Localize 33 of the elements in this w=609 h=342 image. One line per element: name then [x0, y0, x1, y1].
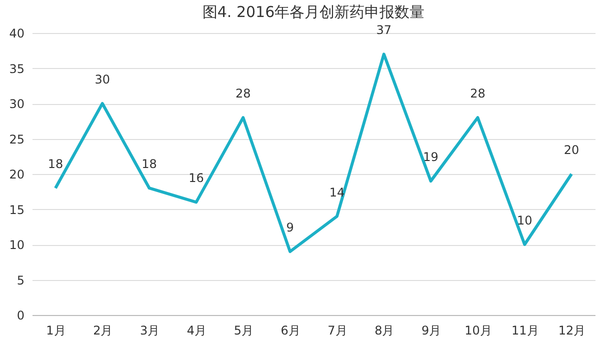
x-tick-label: 3月 — [140, 324, 160, 338]
data-label: 19 — [423, 150, 438, 164]
x-tick-label: 1月 — [46, 324, 66, 338]
x-tick-label: 4月 — [186, 324, 207, 338]
x-tick-label: 12月 — [558, 324, 586, 338]
data-label: 37 — [376, 23, 392, 38]
y-tick-label: 30 — [9, 97, 24, 111]
y-tick-label: 20 — [9, 168, 24, 182]
data-label: 16 — [188, 171, 204, 186]
data-label: 28 — [470, 86, 486, 101]
y-tick-label: 35 — [9, 62, 24, 76]
x-tick-label: 8月 — [374, 324, 394, 338]
data-label: 30 — [94, 72, 110, 86]
y-tick-label: 5 — [16, 273, 24, 288]
y-tick-label: 10 — [9, 238, 24, 252]
y-tick-label: 0 — [16, 308, 24, 322]
data-label: 10 — [516, 214, 532, 228]
x-tick-label: 5月 — [234, 324, 254, 338]
x-tick-label: 10月 — [464, 324, 492, 338]
chart-title: 图4. 2016年各月创新药申报数量 — [202, 3, 425, 22]
data-label: 18 — [48, 157, 64, 172]
data-label: 18 — [142, 157, 157, 172]
y-tick-label: 40 — [9, 26, 24, 40]
x-tick-label: 2月 — [93, 324, 113, 338]
data-label: 28 — [235, 86, 251, 101]
x-tick-label: 7月 — [328, 324, 348, 338]
y-tick-label: 25 — [9, 132, 24, 146]
data-label: 20 — [564, 143, 580, 157]
y-tick-label: 15 — [9, 202, 24, 217]
x-tick-label: 11月 — [511, 324, 539, 338]
x-tick-label: 9月 — [421, 324, 442, 338]
x-tick-label: 6月 — [280, 324, 300, 338]
data-label: 9 — [286, 220, 294, 235]
